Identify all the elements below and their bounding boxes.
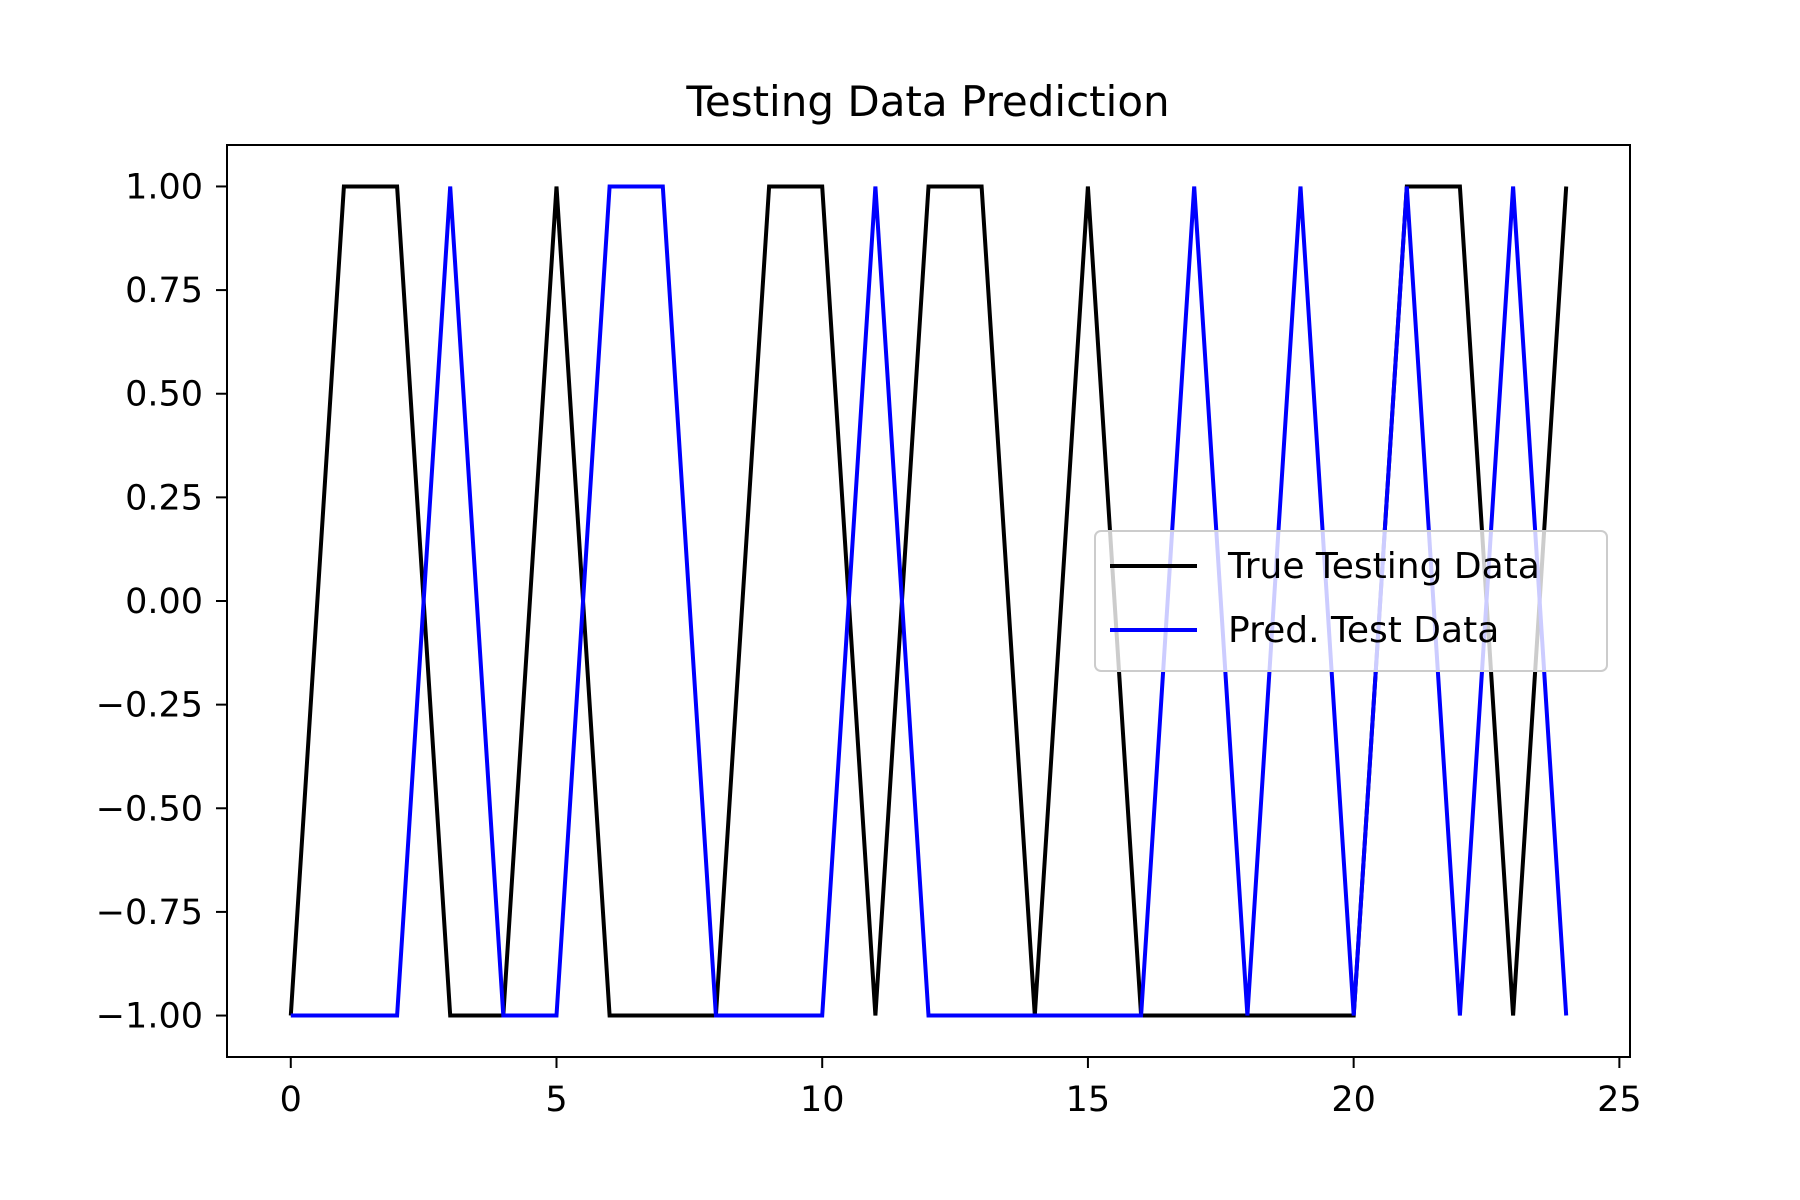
plot-frame — [226, 144, 1631, 1058]
x-tick-label: 15 — [1066, 1080, 1111, 1120]
y-tick-label: −0.50 — [96, 789, 203, 829]
x-axis: 0 5 10 15 20 25 — [280, 1057, 1642, 1120]
y-tick-label: −0.25 — [96, 686, 203, 726]
y-tick-label: −1.00 — [96, 997, 203, 1037]
series-line-pred-test-data — [290, 184, 1569, 1018]
y-tick-label: 1.00 — [125, 167, 203, 207]
x-tick-label: 5 — [545, 1080, 567, 1120]
legend: True Testing Data Pred. Test Data — [1094, 530, 1608, 672]
y-tick-label: 0.75 — [125, 271, 203, 311]
x-tick-label: 25 — [1597, 1080, 1642, 1120]
y-tick-label: 0.25 — [125, 478, 203, 518]
chart-title: Testing Data Prediction — [685, 77, 1169, 126]
x-tick-label: 0 — [280, 1080, 302, 1120]
series-layer — [288, 184, 1569, 1018]
x-tick-label: 20 — [1331, 1080, 1376, 1120]
x-tick-label: 10 — [800, 1080, 845, 1120]
y-axis: 1.00 0.75 0.50 0.25 0.00 −0.25 −0.50 −0.75 −1.00 — [96, 167, 227, 1037]
y-tick-label: 0.00 — [125, 582, 203, 622]
legend-label-pred-test-data: Pred. Test Data — [1228, 610, 1499, 651]
legend-label-true-testing-data: True Testing Data — [1227, 546, 1540, 587]
legend-box — [1094, 530, 1608, 672]
y-tick-label: 0.50 — [125, 375, 203, 415]
y-tick-label: −0.75 — [96, 893, 203, 933]
